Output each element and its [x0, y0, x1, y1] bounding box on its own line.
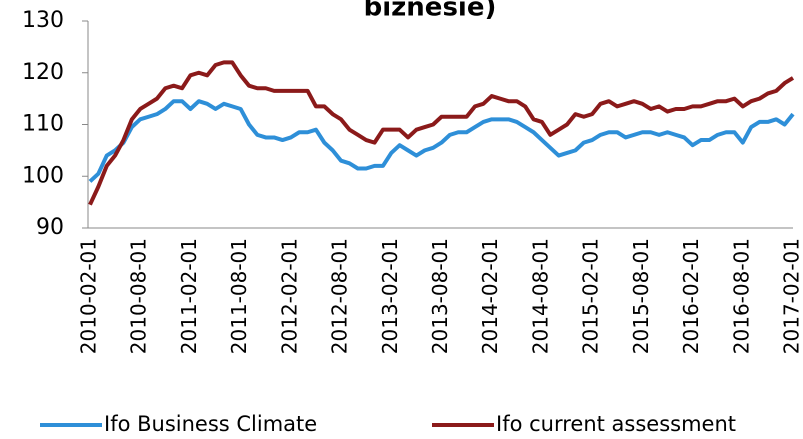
x-tick-label: 2010-02-01	[77, 238, 101, 354]
x-tick-label: 2013-08-01	[428, 238, 452, 354]
series-line	[88, 60, 795, 206]
y-tick-label: 130	[22, 8, 64, 33]
x-tick-label: 2017-02-01	[780, 238, 803, 354]
x-tick-label: 2014-02-01	[478, 238, 502, 354]
chart-title: biznesie)	[364, 0, 497, 23]
x-tick-label: 2014-08-01	[528, 238, 552, 354]
x-tick-label: 2013-02-01	[378, 238, 402, 354]
y-tick-label: 120	[22, 60, 64, 85]
x-tick-label: 2010-08-01	[127, 238, 151, 354]
x-tick-label: 2012-02-01	[277, 238, 301, 354]
y-tick-label: 90	[36, 215, 64, 240]
x-tick-label: 2016-08-01	[729, 238, 753, 354]
y-tick-label: 100	[22, 163, 64, 188]
legend-label: Ifo Business Climate	[104, 412, 317, 436]
legend-label: Ifo current assessment	[496, 412, 736, 436]
x-tick-label: 2011-08-01	[227, 238, 251, 354]
x-tick-label: 2011-02-01	[177, 238, 201, 354]
x-tick-label: 2015-08-01	[629, 238, 653, 354]
x-tick-label: 2015-02-01	[579, 238, 603, 354]
y-tick-label: 110	[22, 112, 64, 137]
x-tick-label: 2016-02-01	[679, 238, 703, 354]
series-line	[88, 99, 795, 183]
x-tick-label: 2012-08-01	[328, 238, 352, 354]
